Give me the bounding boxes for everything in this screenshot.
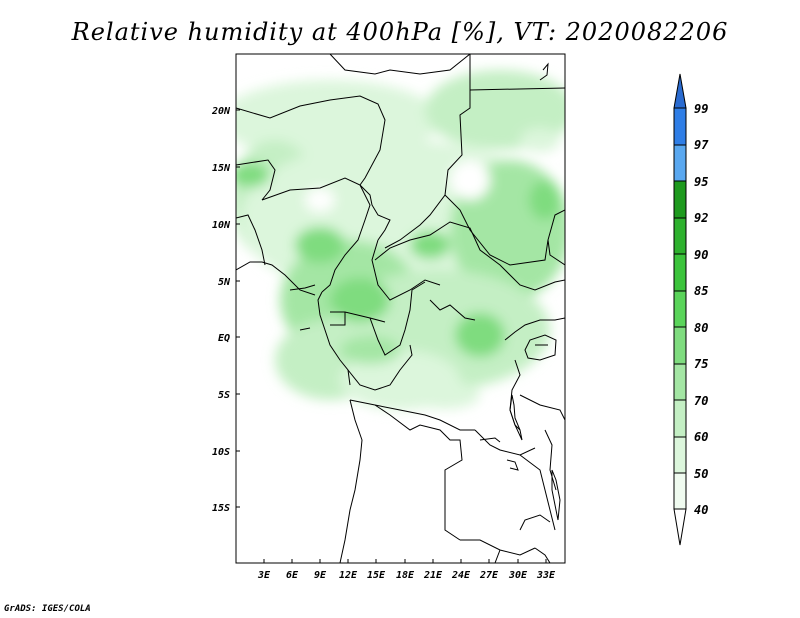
map-frame [235, 53, 566, 564]
lat-ticks [236, 109, 240, 508]
longitude-labels: 3E 6E 9E 12E 15E 18E 21E 24E 27E 30E 33E [257, 570, 556, 581]
colorbar-label: 90 [694, 248, 708, 262]
colorbar-label: 70 [694, 394, 708, 408]
colorbar-label: 40 [694, 503, 708, 517]
lat-label: 15S [212, 503, 230, 514]
lon-label: 12E [339, 570, 358, 581]
lon-label: 30E [508, 570, 528, 581]
colorbar-segment [673, 326, 687, 365]
colorbar-label: 50 [694, 467, 708, 481]
colorbar-segment [673, 290, 687, 328]
colorbar-label: 95 [694, 175, 708, 189]
lon-ticks [263, 559, 547, 563]
lat-label: EQ [218, 333, 230, 344]
colorbar-segment [673, 180, 687, 219]
colorbar-label: 92 [694, 211, 708, 225]
colorbar-labels: 99 97 95 92 90 85 80 75 70 60 50 40 [694, 102, 709, 517]
colorbar-segment [673, 363, 687, 401]
colorbar-segment [673, 253, 687, 292]
colorbar-segment [673, 144, 687, 182]
chart-title: Relative humidity at 400hPa [%], VT: 202… [71, 18, 729, 46]
colorbar-label: 75 [694, 357, 708, 371]
colorbar-segment [673, 472, 687, 510]
lon-label: 3E [257, 570, 271, 581]
colorbar-top-arrow [673, 73, 687, 109]
colorbar-bottom-arrow [673, 508, 687, 546]
latitude-labels: 20N 15N 10N 5N EQ 5S 10S 15S [211, 106, 231, 514]
lon-label: 33E [536, 570, 556, 581]
grads-credit: GrADS: IGES/COLA [4, 604, 91, 614]
humidity-shading [236, 70, 565, 410]
colorbar-segment [673, 107, 687, 146]
lat-label: 5S [218, 390, 230, 401]
colorbar-label: 85 [694, 284, 708, 298]
lat-label: 10S [212, 447, 230, 458]
lat-label: 10N [212, 220, 231, 231]
coastlines-borders [236, 54, 565, 563]
lon-label: 18E [396, 570, 415, 581]
colorbar-segment [673, 217, 687, 255]
lat-label: 20N [211, 106, 231, 117]
lon-label: 6E [286, 570, 299, 581]
lon-label: 15E [367, 570, 386, 581]
lat-label: 15N [212, 163, 231, 174]
colorbar-segment [673, 399, 687, 438]
lon-label: 9E [314, 570, 327, 581]
colorbar-label: 97 [694, 138, 709, 152]
colorbar-label: 99 [694, 102, 708, 116]
lon-label: 24E [451, 570, 471, 581]
colorbar [673, 73, 687, 546]
lat-label: 5N [218, 277, 231, 288]
colorbar-segment [673, 436, 687, 474]
lon-label: 27E [479, 570, 499, 581]
colorbar-label: 60 [694, 430, 708, 444]
lon-label: 21E [423, 570, 443, 581]
colorbar-label: 80 [694, 321, 708, 335]
